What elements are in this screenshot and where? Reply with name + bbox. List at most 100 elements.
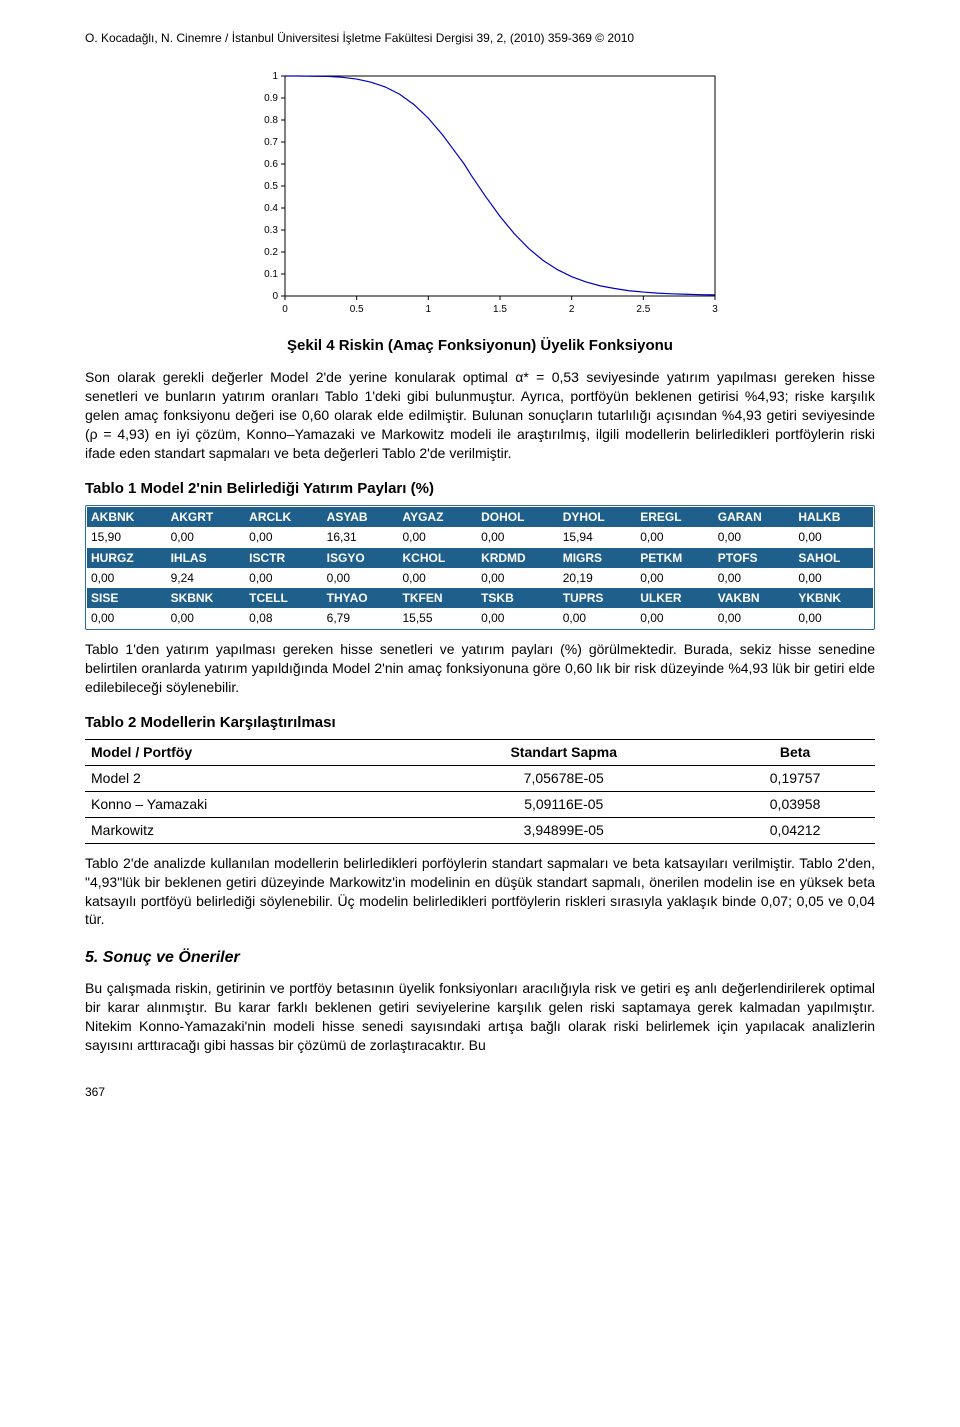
table1-header-cell: DYHOL — [559, 507, 637, 527]
table1-header-cell: THYAO — [323, 588, 399, 608]
svg-text:2.5: 2.5 — [636, 304, 650, 315]
svg-text:1: 1 — [426, 304, 432, 315]
table1-header-cell: ISCTR — [245, 548, 323, 568]
table1-header-cell: ASYAB — [323, 507, 399, 527]
svg-text:0: 0 — [282, 304, 288, 315]
page-number: 367 — [85, 1084, 875, 1100]
table1-header-cell: GARAN — [714, 507, 795, 527]
section-5-heading: 5. Sonuç ve Öneriler — [85, 947, 875, 969]
table2: Model / PortföyStandart SapmaBeta Model 2… — [85, 739, 875, 844]
table2-cell: 7,05678E-05 — [412, 766, 715, 792]
svg-text:0.7: 0.7 — [264, 137, 278, 148]
table1-cell: 0,00 — [167, 608, 246, 628]
table1-cell: 0,00 — [477, 608, 559, 628]
svg-text:0.1: 0.1 — [264, 269, 278, 280]
table1-cell: 20,19 — [559, 568, 637, 588]
table1-cell: 0,00 — [714, 608, 795, 628]
table2-cell: Markowitz — [85, 817, 412, 843]
svg-text:0.9: 0.9 — [264, 93, 278, 104]
table1-header-cell: PETKM — [636, 548, 714, 568]
table1: AKBNKAKGRTARCLKASYABAYGAZDOHOLDYHOLEREGL… — [87, 507, 873, 628]
figure-caption: Şekil 4 Riskin (Amaç Fonksiyonun) Üyelik… — [85, 336, 875, 356]
chart-figure: 00.10.20.30.40.50.60.70.80.9100.511.522.… — [235, 66, 725, 326]
table1-header-cell: EREGL — [636, 507, 714, 527]
table1-header-cell: ULKER — [636, 588, 714, 608]
svg-text:0.4: 0.4 — [264, 203, 278, 214]
paragraph-1: Son olarak gerekli değerler Model 2'de y… — [85, 368, 875, 462]
table1-cell: 0,08 — [245, 608, 323, 628]
table1-cell: 15,90 — [87, 527, 167, 547]
paragraph-2: Tablo 1'den yatırım yapılması gereken hi… — [85, 640, 875, 697]
table2-title: Tablo 2 Modellerin Karşılaştırılması — [85, 713, 875, 733]
svg-text:0.5: 0.5 — [350, 304, 364, 315]
table1-header-cell: KRDMD — [477, 548, 559, 568]
table1-header-cell: PTOFS — [714, 548, 795, 568]
table1-cell: 0,00 — [794, 527, 873, 547]
table1-cell: 0,00 — [87, 608, 167, 628]
table2-cell: 0,03958 — [715, 791, 875, 817]
table1-cell: 0,00 — [636, 568, 714, 588]
table1-header-cell: IHLAS — [167, 548, 246, 568]
table1-cell: 0,00 — [477, 527, 559, 547]
svg-text:3: 3 — [712, 304, 718, 315]
table1-header-cell: KCHOL — [399, 548, 478, 568]
table1-cell: 0,00 — [167, 527, 246, 547]
table2-cell: Model 2 — [85, 766, 412, 792]
running-header: O. Kocadağlı, N. Cinemre / İstanbul Üniv… — [85, 30, 875, 46]
table1-header-cell: HURGZ — [87, 548, 167, 568]
table2-cell: 5,09116E-05 — [412, 791, 715, 817]
table1-cell: 0,00 — [714, 527, 795, 547]
table1-cell: 16,31 — [323, 527, 399, 547]
table2-header-cell: Model / Portföy — [85, 740, 412, 766]
table1-cell: 0,00 — [245, 568, 323, 588]
table1-cell: 0,00 — [794, 568, 873, 588]
table1-header-cell: TUPRS — [559, 588, 637, 608]
table1-cell: 0,00 — [323, 568, 399, 588]
table1-header-cell: DOHOL — [477, 507, 559, 527]
table2-cell: 0,04212 — [715, 817, 875, 843]
table1-container: AKBNKAKGRTARCLKASYABAYGAZDOHOLDYHOLEREGL… — [85, 505, 875, 630]
svg-text:0.3: 0.3 — [264, 225, 278, 236]
table1-header-cell: TCELL — [245, 588, 323, 608]
table2-cell: 3,94899E-05 — [412, 817, 715, 843]
table1-cell: 9,24 — [167, 568, 246, 588]
table1-cell: 0,00 — [636, 527, 714, 547]
svg-text:0.5: 0.5 — [264, 181, 278, 192]
svg-text:2: 2 — [569, 304, 575, 315]
table1-header-cell: SISE — [87, 588, 167, 608]
table1-cell: 0,00 — [559, 608, 637, 628]
svg-text:0.6: 0.6 — [264, 159, 278, 170]
table1-header-cell: ARCLK — [245, 507, 323, 527]
svg-text:0.2: 0.2 — [264, 247, 278, 258]
paragraph-3: Tablo 2'de analizde kullanılan modelleri… — [85, 854, 875, 930]
table1-cell: 0,00 — [477, 568, 559, 588]
svg-text:1: 1 — [272, 71, 278, 82]
table1-header-cell: AKGRT — [167, 507, 246, 527]
table1-header-cell: AYGAZ — [399, 507, 478, 527]
table1-cell: 6,79 — [323, 608, 399, 628]
table1-cell: 0,00 — [636, 608, 714, 628]
table1-cell: 15,94 — [559, 527, 637, 547]
table2-cell: 0,19757 — [715, 766, 875, 792]
table1-cell: 0,00 — [794, 608, 873, 628]
table1-header-cell: HALKB — [794, 507, 873, 527]
table1-cell: 15,55 — [399, 608, 478, 628]
table1-header-cell: MIGRS — [559, 548, 637, 568]
table1-cell: 0,00 — [399, 527, 478, 547]
table1-header-cell: SAHOL — [794, 548, 873, 568]
table1-header-cell: ISGYO — [323, 548, 399, 568]
svg-text:1.5: 1.5 — [493, 304, 507, 315]
svg-text:0: 0 — [272, 291, 278, 302]
table1-header-cell: SKBNK — [167, 588, 246, 608]
table1-header-cell: TKFEN — [399, 588, 478, 608]
table1-header-cell: YKBNK — [794, 588, 873, 608]
table2-header-cell: Standart Sapma — [412, 740, 715, 766]
table1-cell: 0,00 — [245, 527, 323, 547]
table1-header-cell: AKBNK — [87, 507, 167, 527]
paragraph-4: Bu çalışmada riskin, getirinin ve portfö… — [85, 979, 875, 1055]
table1-cell: 0,00 — [399, 568, 478, 588]
table1-cell: 0,00 — [714, 568, 795, 588]
table1-title: Tablo 1 Model 2'nin Belirlediği Yatırım … — [85, 479, 875, 499]
table2-header-cell: Beta — [715, 740, 875, 766]
table1-header-cell: TSKB — [477, 588, 559, 608]
